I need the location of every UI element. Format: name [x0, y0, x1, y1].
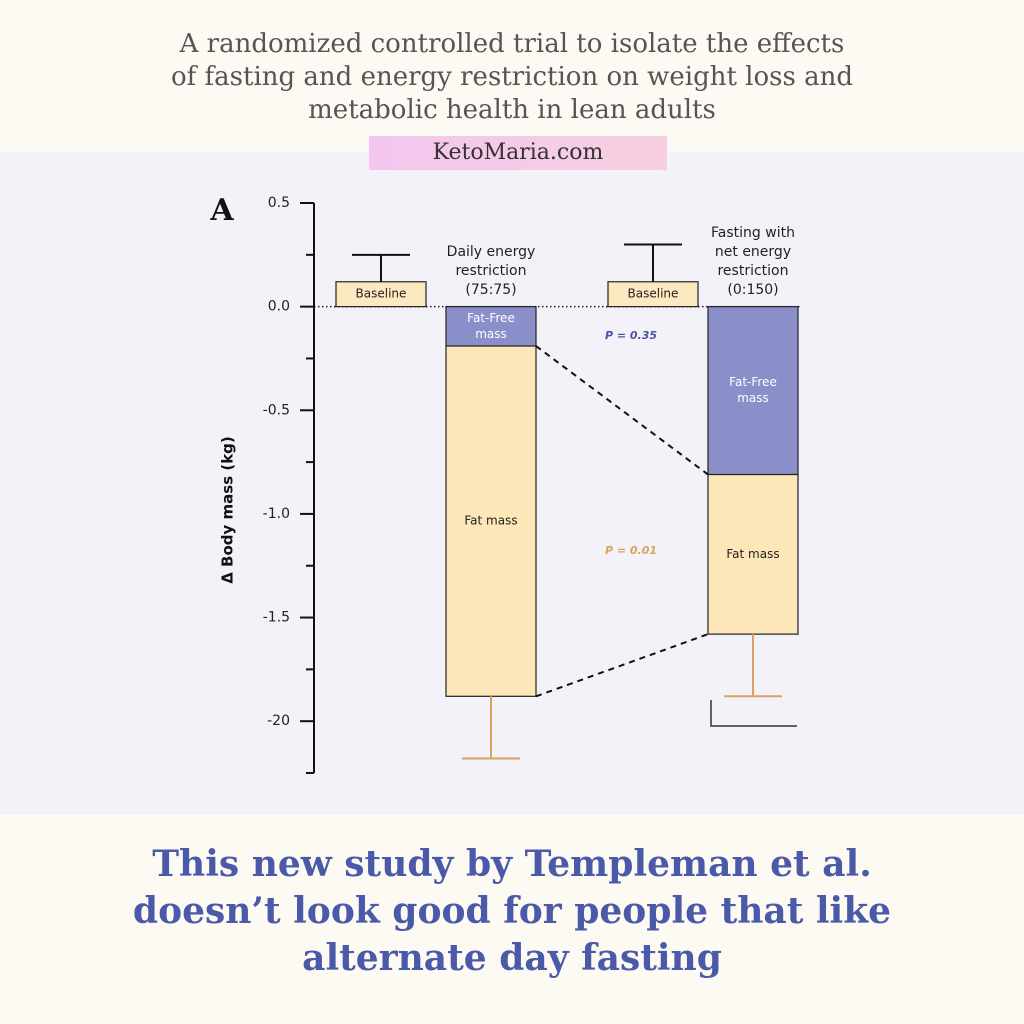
bar-label: restriction: [455, 263, 526, 279]
title-line: of fasting and energy restriction on wei…: [171, 62, 853, 92]
bar-segment: [707, 473, 799, 635]
panel-label: A: [209, 193, 234, 228]
header-bg: [0, 0, 1024, 152]
decor-bracket: [710, 700, 797, 727]
connector: [535, 633, 709, 698]
watermark: KetoMaria.com: [433, 140, 604, 165]
bar-segment: [445, 306, 537, 347]
y-tick-label: -1.0: [263, 506, 290, 522]
p-value: P = 0.35: [605, 329, 657, 342]
segment-label: mass: [737, 391, 769, 405]
segment-label: Baseline: [628, 287, 679, 301]
y-tick-label: -1.5: [263, 610, 290, 626]
y-tick-label: 0.0: [268, 299, 290, 315]
segment-label: mass: [475, 327, 507, 341]
segment-label: Baseline: [356, 287, 407, 301]
watermark-box: [369, 136, 667, 170]
error-bar: [352, 253, 410, 282]
segment-label: Fat mass: [464, 514, 517, 528]
footer-line: This new study by Templeman et al.: [152, 843, 872, 885]
footer-line: alternate day fasting: [302, 937, 722, 979]
bar-segment: [707, 306, 799, 476]
error-bar: [724, 634, 782, 698]
segment-label: Fat mass: [726, 547, 779, 561]
footer-bg: [0, 815, 1024, 1024]
segment-label: Fat-Free: [729, 375, 777, 389]
bar-label: (75:75): [465, 282, 516, 298]
bar-label: restriction: [717, 263, 788, 279]
bar-segment: [445, 345, 537, 697]
p-value: P = 0.01: [605, 544, 657, 557]
y-tick-label: -20: [267, 713, 290, 729]
segment-label: Fat-Free: [467, 311, 515, 325]
bar-label: Daily energy: [447, 244, 536, 260]
bar-label: net energy: [715, 244, 791, 260]
connector: [535, 345, 709, 476]
footer-line: doesn’t look good for people that like: [133, 890, 891, 932]
bar-label: (0:150): [727, 282, 778, 298]
title-line: A randomized controlled trial to isolate…: [179, 29, 845, 59]
y-axis-label: Δ Body mass (kg): [219, 436, 237, 584]
bar-label: Fasting with: [711, 225, 795, 241]
y-tick-label: -0.5: [263, 402, 290, 418]
y-tick-label: 0.5: [268, 195, 290, 211]
error-bar: [624, 243, 682, 282]
error-bar: [462, 696, 520, 760]
title-line: metabolic health in lean adults: [308, 95, 716, 125]
